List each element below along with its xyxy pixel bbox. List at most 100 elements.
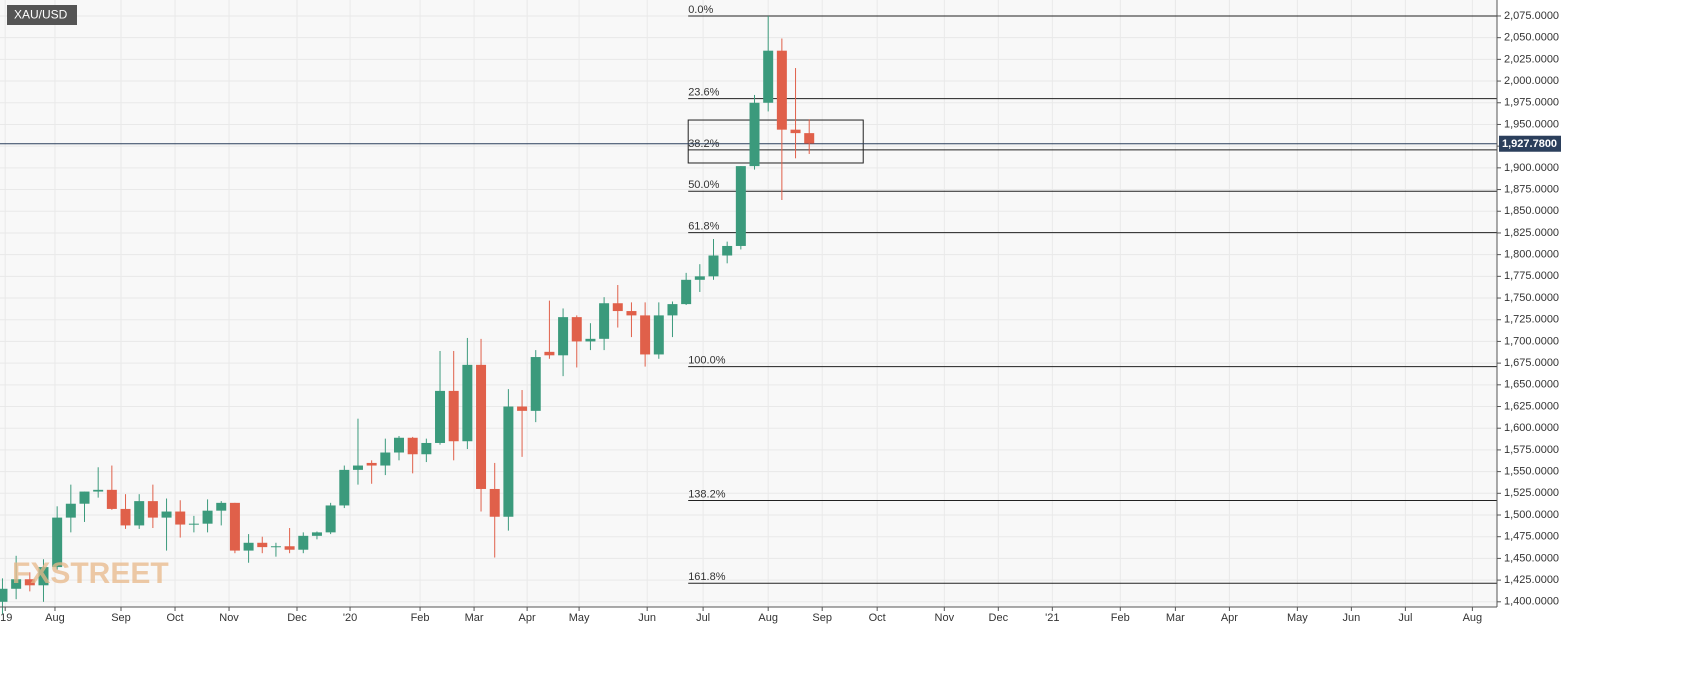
x-tick-label: Jul [1398,612,1412,624]
x-tick-label: Jul [696,612,710,624]
candle-body [626,311,637,316]
candle-body [681,279,692,305]
candle-body [298,535,309,550]
candle-body [804,133,815,144]
candle-body [722,245,733,256]
y-tick-label: 1,500.0000 [1504,509,1559,521]
fib-label: 23.6% [688,87,719,99]
candle-body [462,364,473,442]
candle-body [790,129,801,134]
y-tick-label: 1,525.0000 [1504,487,1559,499]
candle-body [325,505,336,533]
last-price-badge [1499,135,1561,152]
y-tick-label: 1,475.0000 [1504,531,1559,543]
x-tick-label: Apr [519,612,536,624]
y-tick-label: 1,875.0000 [1504,183,1559,195]
candle-body [229,502,240,551]
candle-body [270,546,281,548]
x-tick-label: May [1287,612,1308,624]
x-tick-label: Feb [411,612,430,624]
plot-background [0,0,1497,607]
y-tick-label: 1,800.0000 [1504,249,1559,261]
candle-body [202,510,213,524]
candle-body [0,588,8,602]
fib-label: 100.0% [688,355,726,367]
x-tick-label: Aug [45,612,65,624]
x-tick-label: '21 [1045,612,1059,624]
x-tick-label: Dec [989,612,1009,624]
candle-body [517,406,528,411]
candle-body [667,304,678,316]
symbol-badge [7,5,77,25]
candle-body [435,390,446,443]
y-tick-label: 2,050.0000 [1504,32,1559,44]
x-tick-label: Apr [1221,612,1238,624]
x-tick-label: Oct [869,612,886,624]
last-price-label: 1,927.7800 [1502,138,1557,150]
x-tick-label: Mar [1166,612,1185,624]
y-tick-label: 2,025.0000 [1504,53,1559,65]
candle-body [339,469,350,506]
y-tick-label: 1,625.0000 [1504,400,1559,412]
candle-body [352,465,363,470]
candle-body [93,489,104,492]
candle-body [489,488,500,517]
y-tick-label: 1,775.0000 [1504,270,1559,282]
candle-body [24,579,35,586]
candle-body [708,255,719,277]
candle-body [161,511,172,518]
watermark: FXSTREET [12,557,169,590]
candle-body [175,511,186,525]
y-tick-label: 1,600.0000 [1504,422,1559,434]
candle-body [243,542,254,551]
fib-label: 61.8% [688,221,719,233]
candle-body [216,502,227,511]
y-tick-label: 1,975.0000 [1504,97,1559,109]
y-tick-label: 1,950.0000 [1504,118,1559,130]
candle-body [599,303,610,339]
fib-label: 0.0% [688,4,713,16]
overlays: 0.0%23.6%38.2%50.0%61.8%100.0%138.2%161.… [0,4,1497,584]
x-tick-label: Jun [638,612,656,624]
fib-label: 138.2% [688,488,726,500]
candle-body [393,437,404,453]
candle-body [65,503,76,518]
y-tick-label: 1,400.0000 [1504,596,1559,608]
candle-body [448,390,459,442]
y-tick-label: 1,750.0000 [1504,292,1559,304]
y-tick-label: 1,825.0000 [1504,227,1559,239]
candle-body [585,338,596,342]
candle-body [544,351,555,356]
fib-label: 50.0% [688,179,719,191]
candle-body [311,532,322,536]
x-tick-label: Sep [812,612,832,624]
y-tick-label: 2,000.0000 [1504,75,1559,87]
candle-body [612,303,623,312]
x-tick-label: Sep [111,612,131,624]
range-box [687,119,864,164]
x-tick-label: Dec [287,612,307,624]
candle-body [421,442,432,455]
candle-body [380,452,391,466]
candle-body [120,508,131,526]
candle-body [763,50,774,103]
x-tick-label: Oct [166,612,183,624]
grid [0,0,1497,607]
x-tick-label: '20 [343,612,357,624]
candle-body [694,276,705,280]
x-tick-label: Aug [758,612,778,624]
x-tick-label: Nov [219,612,239,624]
y-tick-label: 1,725.0000 [1504,314,1559,326]
candle-body [503,406,514,517]
x-tick-label: Nov [935,612,955,624]
candle-body [188,523,199,525]
candle-body [284,546,295,550]
candle-body [11,579,22,589]
y-tick-label: 2,075.0000 [1504,10,1559,22]
y-tick-label: 1,700.0000 [1504,335,1559,347]
candle-body [79,491,90,504]
x-tick-label: Feb [1111,612,1130,624]
candle-body [776,50,787,130]
x-tick-label: Aug [1463,612,1483,624]
